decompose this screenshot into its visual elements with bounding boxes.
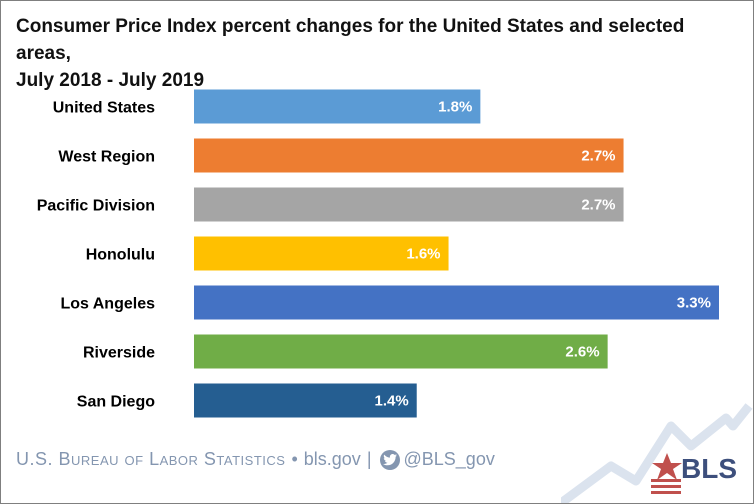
category-label-san-diego: San Diego (77, 394, 155, 411)
value-label-pacific-division: 2.7% (581, 197, 615, 214)
category-label-pacific-division: Pacific Division (37, 198, 155, 215)
category-label-los-angeles: Los Angeles (60, 296, 155, 313)
trend-arrow-watermark (561, 403, 753, 503)
bar-los-angeles (194, 285, 719, 320)
value-label-west-region: 2.7% (581, 148, 615, 165)
category-label-honolulu: Honolulu (86, 247, 155, 264)
value-label-san-diego: 1.4% (375, 393, 409, 410)
value-label-honolulu: 1.6% (406, 246, 440, 263)
value-label-los-angeles: 3.3% (677, 295, 711, 312)
category-label-west-region: West Region (58, 149, 155, 166)
value-label-riverside: 2.6% (565, 344, 599, 361)
chart-title-line-1: Consumer Price Index percent changes for… (16, 16, 685, 64)
value-label-united-states: 1.8% (438, 99, 472, 116)
footer-site-link[interactable]: bls.gov (303, 449, 361, 469)
bls-logo-icon: BLS (649, 439, 749, 495)
bar-san-diego (194, 383, 417, 418)
bar-honolulu (194, 236, 449, 271)
footer-credits: U.S. Bureau of Labor Statistics • bls.go… (16, 449, 495, 470)
bar-riverside (194, 334, 608, 369)
bar-pacific-division (194, 187, 624, 222)
footer-agency: U.S. Bureau of Labor Statistics (16, 449, 286, 469)
footer-bullet: • (291, 449, 298, 469)
twitter-icon[interactable] (379, 449, 400, 470)
footer-twitter-handle[interactable]: @BLS_gov (403, 449, 495, 469)
bls-logo-text: BLS (681, 453, 737, 484)
bar-chart: United States 1.8% West Region 2.7% Pacific … (37, 89, 719, 418)
bar-united-states (194, 89, 481, 124)
category-label-united-states: United States (53, 100, 155, 117)
chart-title-line-2: July 2018 - July 2019 (16, 70, 205, 91)
chart-title: Consumer Price Index percent changes for… (16, 13, 741, 94)
category-label-riverside: Riverside (83, 345, 155, 362)
bar-west-region (194, 138, 624, 173)
footer-divider: | (366, 449, 372, 469)
